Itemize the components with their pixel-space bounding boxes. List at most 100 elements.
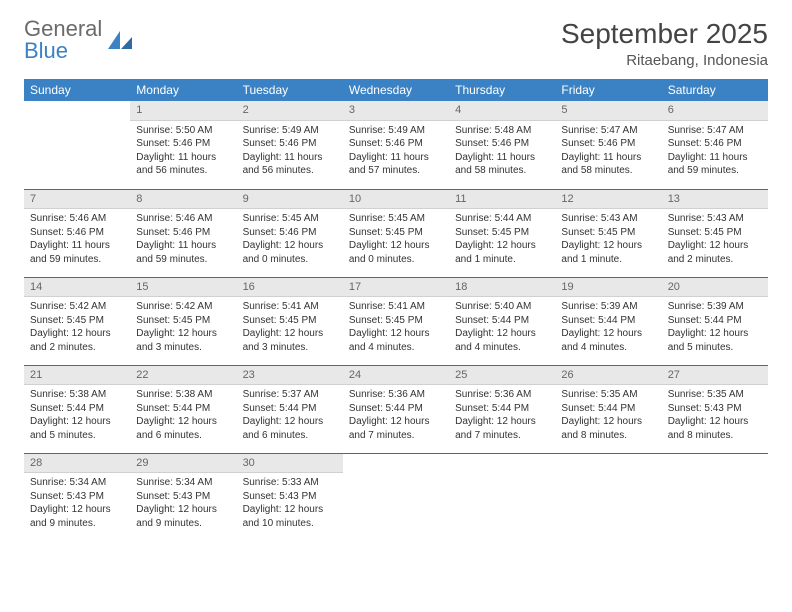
day-number: 19 bbox=[555, 278, 661, 298]
day-number: 27 bbox=[662, 366, 768, 386]
sunset-line: Sunset: 5:43 PM bbox=[668, 402, 762, 416]
calendar-cell: 24Sunrise: 5:36 AMSunset: 5:44 PMDayligh… bbox=[343, 365, 449, 453]
daylight-line: Daylight: 12 hours and 2 minutes. bbox=[668, 239, 762, 266]
day-body: Sunrise: 5:34 AMSunset: 5:43 PMDaylight:… bbox=[24, 473, 130, 536]
calendar-cell: 11Sunrise: 5:44 AMSunset: 5:45 PMDayligh… bbox=[449, 189, 555, 277]
sunset-line: Sunset: 5:44 PM bbox=[455, 314, 549, 328]
calendar-cell bbox=[24, 101, 130, 189]
brand-part2: Blue bbox=[24, 38, 68, 63]
calendar-cell: 3Sunrise: 5:49 AMSunset: 5:46 PMDaylight… bbox=[343, 101, 449, 189]
day-number: 7 bbox=[24, 190, 130, 210]
sunset-line: Sunset: 5:45 PM bbox=[30, 314, 124, 328]
daylight-line: Daylight: 12 hours and 6 minutes. bbox=[243, 415, 337, 442]
day-body: Sunrise: 5:39 AMSunset: 5:44 PMDaylight:… bbox=[555, 297, 661, 360]
calendar-cell bbox=[662, 453, 768, 541]
sunset-line: Sunset: 5:44 PM bbox=[561, 314, 655, 328]
calendar-row: 21Sunrise: 5:38 AMSunset: 5:44 PMDayligh… bbox=[24, 365, 768, 453]
sunrise-line: Sunrise: 5:47 AM bbox=[668, 124, 762, 138]
page-header: General Blue September 2025 Ritaebang, I… bbox=[24, 18, 768, 69]
daylight-line: Daylight: 12 hours and 4 minutes. bbox=[455, 327, 549, 354]
sunrise-line: Sunrise: 5:44 AM bbox=[455, 212, 549, 226]
calendar-cell: 20Sunrise: 5:39 AMSunset: 5:44 PMDayligh… bbox=[662, 277, 768, 365]
calendar-cell: 10Sunrise: 5:45 AMSunset: 5:45 PMDayligh… bbox=[343, 189, 449, 277]
day-number: 12 bbox=[555, 190, 661, 210]
calendar-body: 1Sunrise: 5:50 AMSunset: 5:46 PMDaylight… bbox=[24, 101, 768, 541]
calendar-cell: 18Sunrise: 5:40 AMSunset: 5:44 PMDayligh… bbox=[449, 277, 555, 365]
day-body: Sunrise: 5:41 AMSunset: 5:45 PMDaylight:… bbox=[237, 297, 343, 360]
day-number: 2 bbox=[237, 101, 343, 121]
sunrise-line: Sunrise: 5:41 AM bbox=[349, 300, 443, 314]
day-body: Sunrise: 5:33 AMSunset: 5:43 PMDaylight:… bbox=[237, 473, 343, 536]
day-number: 29 bbox=[130, 454, 236, 474]
day-number: 4 bbox=[449, 101, 555, 121]
day-body: Sunrise: 5:40 AMSunset: 5:44 PMDaylight:… bbox=[449, 297, 555, 360]
calendar-cell: 23Sunrise: 5:37 AMSunset: 5:44 PMDayligh… bbox=[237, 365, 343, 453]
day-number: 13 bbox=[662, 190, 768, 210]
weekday-header: Sunday bbox=[24, 79, 130, 101]
day-body: Sunrise: 5:39 AMSunset: 5:44 PMDaylight:… bbox=[662, 297, 768, 360]
day-number: 23 bbox=[237, 366, 343, 386]
weekday-header: Saturday bbox=[662, 79, 768, 101]
sunset-line: Sunset: 5:44 PM bbox=[455, 402, 549, 416]
calendar-cell: 29Sunrise: 5:34 AMSunset: 5:43 PMDayligh… bbox=[130, 453, 236, 541]
day-number: 10 bbox=[343, 190, 449, 210]
sunrise-line: Sunrise: 5:48 AM bbox=[455, 124, 549, 138]
calendar-cell: 15Sunrise: 5:42 AMSunset: 5:45 PMDayligh… bbox=[130, 277, 236, 365]
day-body: Sunrise: 5:43 AMSunset: 5:45 PMDaylight:… bbox=[662, 209, 768, 272]
daylight-line: Daylight: 12 hours and 5 minutes. bbox=[30, 415, 124, 442]
weekday-header: Tuesday bbox=[237, 79, 343, 101]
calendar-cell: 6Sunrise: 5:47 AMSunset: 5:46 PMDaylight… bbox=[662, 101, 768, 189]
daylight-line: Daylight: 12 hours and 5 minutes. bbox=[668, 327, 762, 354]
sunset-line: Sunset: 5:43 PM bbox=[30, 490, 124, 504]
sunrise-line: Sunrise: 5:36 AM bbox=[349, 388, 443, 402]
calendar-cell: 22Sunrise: 5:38 AMSunset: 5:44 PMDayligh… bbox=[130, 365, 236, 453]
day-number: 8 bbox=[130, 190, 236, 210]
sunrise-line: Sunrise: 5:38 AM bbox=[136, 388, 230, 402]
calendar-cell bbox=[343, 453, 449, 541]
sunset-line: Sunset: 5:46 PM bbox=[243, 137, 337, 151]
calendar-cell bbox=[555, 453, 661, 541]
day-number: 6 bbox=[662, 101, 768, 121]
sunset-line: Sunset: 5:45 PM bbox=[243, 314, 337, 328]
calendar-cell: 28Sunrise: 5:34 AMSunset: 5:43 PMDayligh… bbox=[24, 453, 130, 541]
day-number: 1 bbox=[130, 101, 236, 121]
day-body: Sunrise: 5:48 AMSunset: 5:46 PMDaylight:… bbox=[449, 121, 555, 184]
day-body: Sunrise: 5:44 AMSunset: 5:45 PMDaylight:… bbox=[449, 209, 555, 272]
sunrise-line: Sunrise: 5:40 AM bbox=[455, 300, 549, 314]
sunset-line: Sunset: 5:46 PM bbox=[561, 137, 655, 151]
day-body: Sunrise: 5:46 AMSunset: 5:46 PMDaylight:… bbox=[24, 209, 130, 272]
day-body: Sunrise: 5:49 AMSunset: 5:46 PMDaylight:… bbox=[237, 121, 343, 184]
daylight-line: Daylight: 12 hours and 1 minute. bbox=[455, 239, 549, 266]
calendar-row: 7Sunrise: 5:46 AMSunset: 5:46 PMDaylight… bbox=[24, 189, 768, 277]
daylight-line: Daylight: 12 hours and 3 minutes. bbox=[243, 327, 337, 354]
daylight-line: Daylight: 11 hours and 57 minutes. bbox=[349, 151, 443, 178]
calendar-cell: 12Sunrise: 5:43 AMSunset: 5:45 PMDayligh… bbox=[555, 189, 661, 277]
day-body: Sunrise: 5:35 AMSunset: 5:44 PMDaylight:… bbox=[555, 385, 661, 448]
daylight-line: Daylight: 12 hours and 1 minute. bbox=[561, 239, 655, 266]
calendar-cell: 14Sunrise: 5:42 AMSunset: 5:45 PMDayligh… bbox=[24, 277, 130, 365]
daylight-line: Daylight: 11 hours and 59 minutes. bbox=[136, 239, 230, 266]
calendar-cell: 26Sunrise: 5:35 AMSunset: 5:44 PMDayligh… bbox=[555, 365, 661, 453]
daylight-line: Daylight: 12 hours and 9 minutes. bbox=[136, 503, 230, 530]
sunrise-line: Sunrise: 5:39 AM bbox=[561, 300, 655, 314]
calendar-cell: 25Sunrise: 5:36 AMSunset: 5:44 PMDayligh… bbox=[449, 365, 555, 453]
day-body: Sunrise: 5:45 AMSunset: 5:45 PMDaylight:… bbox=[343, 209, 449, 272]
calendar-table: SundayMondayTuesdayWednesdayThursdayFrid… bbox=[24, 79, 768, 541]
day-body: Sunrise: 5:43 AMSunset: 5:45 PMDaylight:… bbox=[555, 209, 661, 272]
day-number: 26 bbox=[555, 366, 661, 386]
sunrise-line: Sunrise: 5:35 AM bbox=[668, 388, 762, 402]
sunrise-line: Sunrise: 5:37 AM bbox=[243, 388, 337, 402]
sunrise-line: Sunrise: 5:41 AM bbox=[243, 300, 337, 314]
calendar-cell: 8Sunrise: 5:46 AMSunset: 5:46 PMDaylight… bbox=[130, 189, 236, 277]
sunrise-line: Sunrise: 5:50 AM bbox=[136, 124, 230, 138]
sunrise-line: Sunrise: 5:43 AM bbox=[668, 212, 762, 226]
daylight-line: Daylight: 11 hours and 56 minutes. bbox=[243, 151, 337, 178]
calendar-cell: 17Sunrise: 5:41 AMSunset: 5:45 PMDayligh… bbox=[343, 277, 449, 365]
sunset-line: Sunset: 5:44 PM bbox=[668, 314, 762, 328]
day-number: 16 bbox=[237, 278, 343, 298]
day-body: Sunrise: 5:45 AMSunset: 5:46 PMDaylight:… bbox=[237, 209, 343, 272]
day-number: 5 bbox=[555, 101, 661, 121]
daylight-line: Daylight: 12 hours and 6 minutes. bbox=[136, 415, 230, 442]
sunset-line: Sunset: 5:44 PM bbox=[561, 402, 655, 416]
calendar-row: 28Sunrise: 5:34 AMSunset: 5:43 PMDayligh… bbox=[24, 453, 768, 541]
